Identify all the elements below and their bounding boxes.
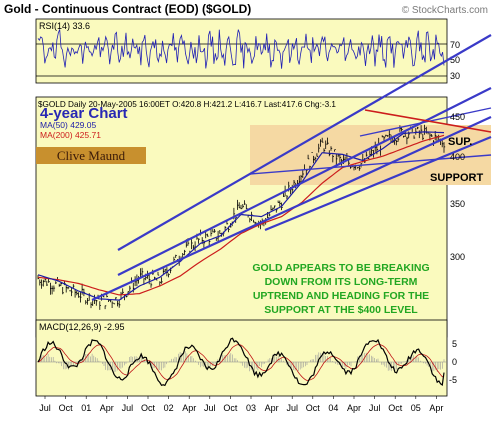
logo-bg [36,147,146,164]
x-tick-label: 01 [81,403,91,413]
annotation-line-2: DOWN FROM ITS LONG-TERM [265,276,418,288]
trendline-upper-outer [117,34,492,251]
rsi-line [37,29,445,69]
annotation-line-4: SUPPORT AT THE $400 LEVEL [264,304,418,316]
annotation-line-1: GOLD APPEARS TO BE BREAKING [252,262,429,274]
chart-title: Gold - Continuous Contract (EOD) ($GOLD) [4,2,251,16]
watermark: © StockCharts.com [402,5,488,16]
rsi-label: RSI(14) 33.6 [39,21,90,31]
x-tick-label: 04 [328,403,338,413]
red-break-line [364,109,492,133]
macd-line [37,337,445,387]
x-tick-label: Oct [141,403,156,413]
x-tick-label: Jul [204,403,216,413]
x-tick-label: Oct [59,403,74,413]
clive-maund-logo: Clive Maund [36,147,146,164]
rsi-tick-50: 50 [450,55,460,65]
x-tick-label: Jul [286,403,298,413]
x-tick-label: Jul [369,403,381,413]
sup-label: SUP. [448,136,472,148]
y-tick-350: 350 [450,199,465,209]
macd-signal-line [37,343,445,381]
x-tick-label: Apr [182,403,196,413]
price-info-line: $GOLD Daily 20-May-2005 16:00ET O:420.8 … [38,100,336,109]
x-tick-label: 03 [246,403,256,413]
ma200-label: MA(200) 425.71 [40,130,101,140]
x-tick-label: Oct [306,403,321,413]
trendline-lower-inner [91,116,492,301]
ma50-label: MA(50) 429.05 [40,120,96,130]
x-tick-label: Apr [347,403,361,413]
annotation: GOLD APPEARS TO BE BREAKING DOWN FROM IT… [252,262,429,316]
four-year-chart-label: 4-year Chart [40,105,128,122]
macd-tick-neg5: -5 [449,375,457,385]
macd-tick-5: 5 [452,339,457,349]
x-tick-label: Jul [39,403,51,413]
x-tick-label: Oct [388,403,403,413]
rsi-panel: RSI(14) 33.6 70 50 30 [35,18,460,84]
support-label: SUPPORT [430,172,483,184]
x-axis: Jul Oct 01 Apr Jul Oct 02 Apr Jul Oct 03 Apr Jul Oct 0… [39,396,443,413]
rsi-tick-30: 30 [450,71,460,81]
trendlines [91,34,492,301]
trendline-top-short [359,107,492,137]
x-tick-label: 02 [164,403,174,413]
x-tick-label: Oct [223,403,238,413]
x-tick-label: 05 [411,403,421,413]
y-tick-400: 400 [450,152,465,162]
annotation-line-3: UPTREND AND HEADING FOR THE [253,290,429,302]
y-tick-450: 450 [450,112,465,122]
trendline-support-flat [249,154,492,175]
macd-label: MACD(12,26,9) -2.95 [39,322,125,332]
x-tick-label: Jul [122,403,134,413]
macd-tick-0: 0 [452,357,457,367]
logo-text: Clive Maund [57,148,126,163]
macd-panel: MACD(12,26,9) -2.95 5 0 -5 [35,319,457,397]
x-tick-label: Apr [429,403,443,413]
trendline-lower-outer [264,135,492,232]
macd-panel-bg [35,319,448,397]
x-tick-label: Apr [100,403,114,413]
y-tick-300: 300 [450,252,465,262]
price-panel: 4-year Chart $GOLD Daily 20-May-2005 16:… [35,34,492,338]
x-tick-label: Apr [265,403,279,413]
ma200-line [37,134,445,296]
rsi-tick-70: 70 [450,40,460,50]
trendline-upper-inner [117,87,492,276]
